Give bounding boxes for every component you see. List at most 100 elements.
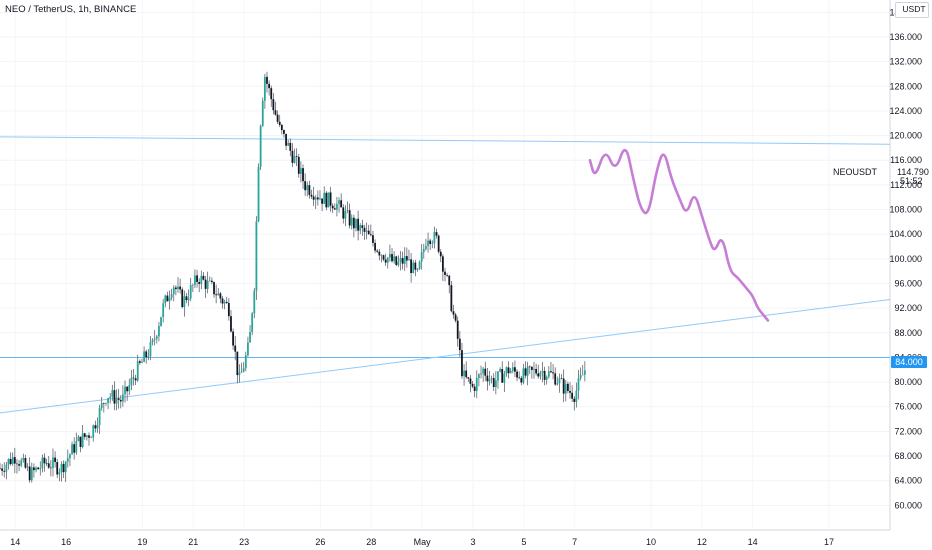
candle[interactable] [357,218,360,231]
candle[interactable] [28,466,31,481]
candle[interactable] [408,259,410,261]
candle[interactable] [145,351,148,358]
candle[interactable] [554,373,557,385]
candle[interactable] [41,457,44,469]
candle[interactable] [5,464,8,472]
candle[interactable] [571,392,574,399]
candle[interactable] [141,361,143,363]
candle[interactable] [191,284,194,286]
candle[interactable] [71,444,73,455]
candle[interactable] [520,377,523,383]
candle[interactable] [58,472,61,475]
candlestick-series[interactable] [0,71,586,483]
candle[interactable] [225,301,228,303]
candle[interactable] [174,287,177,290]
candle[interactable] [304,181,307,191]
candle[interactable] [363,227,366,232]
candle[interactable] [484,368,487,376]
candle[interactable] [308,185,311,195]
candle[interactable] [138,361,141,363]
candle[interactable] [359,225,362,231]
candle[interactable] [9,459,12,465]
projection-drawing[interactable] [588,148,770,322]
candle[interactable] [162,303,165,318]
candle[interactable] [348,210,351,226]
candle[interactable] [117,398,120,400]
candle[interactable] [501,369,504,383]
candle[interactable] [573,398,576,402]
candle[interactable] [393,256,396,262]
candle[interactable] [81,433,84,447]
candle[interactable] [541,370,544,373]
candle[interactable] [47,463,50,468]
candle[interactable] [312,196,315,200]
candle[interactable] [433,232,436,244]
candle[interactable] [278,121,281,125]
candle[interactable] [247,342,249,356]
candle[interactable] [274,110,277,115]
candle[interactable] [422,249,425,253]
candle[interactable] [448,275,451,286]
candle[interactable] [249,331,251,343]
candle[interactable] [355,218,357,229]
candle[interactable] [219,293,222,299]
candle[interactable] [458,338,461,351]
candle[interactable] [223,301,226,304]
candle[interactable] [537,373,540,377]
candle[interactable] [208,280,211,282]
candle[interactable] [564,383,567,394]
candle[interactable] [425,246,427,250]
candle[interactable] [158,326,160,337]
candle[interactable] [149,342,152,357]
candle[interactable] [346,210,349,212]
candle[interactable] [54,457,56,463]
time-axis[interactable]: 14 16 19 21 23 26 28 May 3 5 7 10 12 14 17 [10,537,834,547]
candle[interactable] [581,374,584,376]
candle[interactable] [285,133,287,146]
candle[interactable] [198,282,201,285]
candle[interactable] [401,258,404,264]
candle[interactable] [166,295,169,302]
candle[interactable] [384,259,387,263]
candle[interactable] [20,460,23,466]
candle[interactable] [547,371,550,377]
candle[interactable] [530,366,533,370]
candle[interactable] [456,320,459,339]
candle[interactable] [259,125,262,167]
candle[interactable] [236,351,239,376]
candle[interactable] [420,252,423,262]
candle[interactable] [412,262,415,274]
candle[interactable] [30,467,33,481]
candle[interactable] [344,211,347,219]
candle[interactable] [499,369,501,372]
candle[interactable] [416,268,419,270]
candle[interactable] [503,373,506,383]
candle[interactable] [49,467,52,469]
candle[interactable] [238,372,241,376]
candle[interactable] [293,156,296,163]
candle[interactable] [130,377,133,386]
candle[interactable] [558,378,561,384]
candle[interactable] [369,234,372,236]
candle[interactable] [3,470,6,472]
candle[interactable] [539,372,542,377]
price-axis[interactable]: 140.000136.000132.000128.000124.000120.0… [889,7,922,510]
candle[interactable] [64,461,67,473]
trendline[interactable] [0,136,891,145]
candle[interactable] [497,371,499,381]
candle[interactable] [289,142,292,151]
candle[interactable] [414,262,417,270]
candle[interactable] [215,294,218,296]
candle[interactable] [452,311,455,315]
candle[interactable] [96,424,99,429]
candle[interactable] [143,351,145,362]
candle[interactable] [147,356,150,358]
candle[interactable] [486,375,489,382]
candle[interactable] [13,457,16,464]
candle[interactable] [338,200,340,204]
currency-button[interactable] [895,2,929,18]
candle[interactable] [283,130,285,134]
projection-line[interactable] [588,148,770,322]
candle[interactable] [52,457,54,468]
